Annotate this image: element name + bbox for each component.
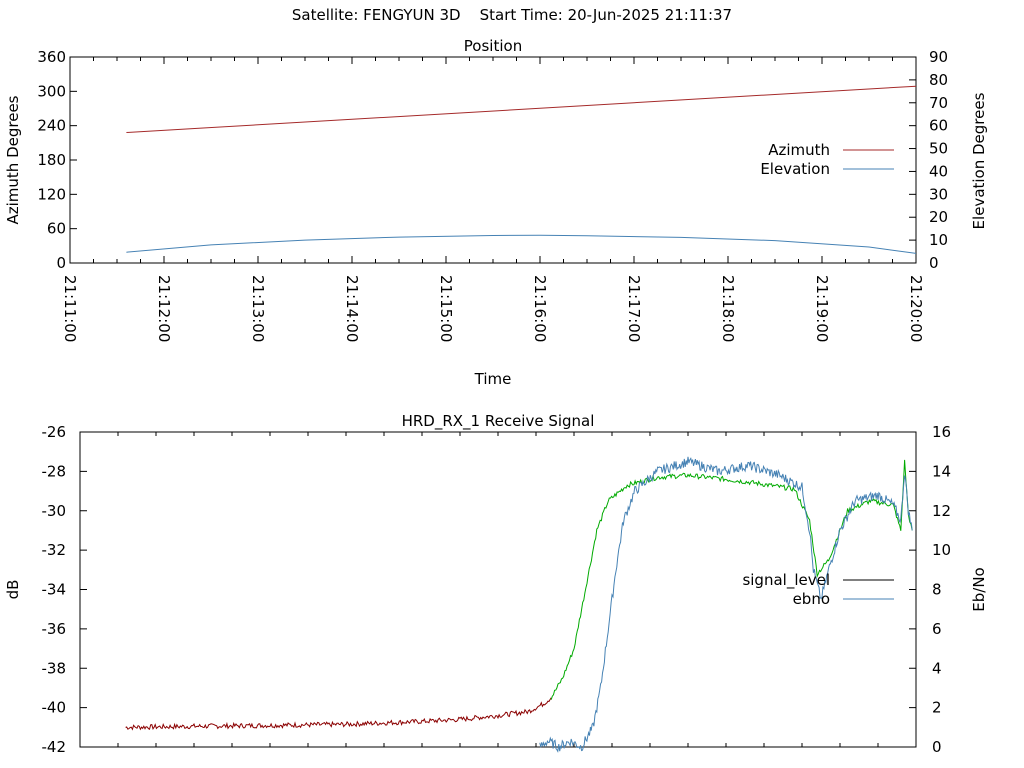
signal-y2-tick-label: 2 <box>932 699 942 717</box>
position-y-tick-label: 360 <box>37 48 66 66</box>
series-azimuth-line <box>126 85 917 133</box>
position-ylabel: Azimuth Degrees <box>4 95 22 224</box>
signal-title: HRD_RX_1 Receive Signal <box>402 412 595 431</box>
signal-y-tick-label: -38 <box>42 659 67 677</box>
signal-y-tick-label: -32 <box>42 541 67 559</box>
signal-y2-tick-label: 16 <box>932 423 951 441</box>
position-y2-tick-label: 40 <box>929 162 948 180</box>
position-x-tick-label: 21:12:00 <box>155 275 173 342</box>
legend-signal_level-label: signal_level <box>742 571 830 590</box>
signal-y-tick-label: -36 <box>42 620 67 638</box>
position-y-tick-label: 240 <box>37 117 66 135</box>
position-y2-tick-label: 60 <box>929 117 948 135</box>
position-title: Position <box>464 37 522 55</box>
position-x-tick-label: 21:17:00 <box>625 275 643 342</box>
signal-y-tick-label: -28 <box>42 462 67 480</box>
position-x-tick-label: 21:13:00 <box>249 275 267 342</box>
position-y-tick-label: 120 <box>37 185 66 203</box>
signal-y2-tick-label: 0 <box>932 738 942 756</box>
series-ebno-line <box>539 456 913 753</box>
position-y2-tick-label: 20 <box>929 208 948 226</box>
position-x-tick-label: 21:16:00 <box>531 275 549 342</box>
position-y2-tick-label: 10 <box>929 231 948 249</box>
signal-y2-tick-label: 6 <box>932 620 942 638</box>
start-time-label: Start Time: 20-Jun-2025 21:11:37 <box>479 6 733 24</box>
position-x-tick-label: 21:20:00 <box>907 275 925 342</box>
signal-y2-tick-label: 12 <box>932 502 951 520</box>
position-x-tick-label: 21:14:00 <box>343 275 361 342</box>
signal-y-tick-label: -34 <box>42 581 67 599</box>
legend-azimuth-label: Azimuth <box>768 141 830 159</box>
position-y2-tick-label: 70 <box>929 94 948 112</box>
position-y-tick-label: 60 <box>47 220 66 238</box>
legend-elevation-label: Elevation <box>760 160 830 178</box>
position-x-tick-label: 21:18:00 <box>719 275 737 342</box>
signal-y2label: Eb/No <box>970 567 988 611</box>
signal-y2-tick-label: 8 <box>932 581 942 599</box>
position-x-tick-label: 21:19:00 <box>813 275 831 342</box>
position-y2-tick-label: 50 <box>929 140 948 158</box>
chart-header: Satellite: FENGYUN 3D Start Time: 20-Jun… <box>0 6 1024 24</box>
signal-y-tick-label: -30 <box>42 502 67 520</box>
legend-ebno-label: ebno <box>793 590 830 608</box>
series-signal_level-segment-0 <box>125 697 552 731</box>
position-y2-tick-label: 0 <box>929 254 939 272</box>
position-y2-tick-label: 90 <box>929 48 948 66</box>
signal-y-tick-label: -40 <box>42 699 67 717</box>
signal-y-tick-label: -42 <box>42 738 67 756</box>
signal-y2-tick-label: 14 <box>932 462 951 480</box>
position-y-tick-label: 180 <box>37 151 66 169</box>
signal-y2-tick-label: 10 <box>932 541 951 559</box>
position-x-tick-label: 21:11:00 <box>61 275 79 342</box>
position-y-tick-label: 300 <box>37 82 66 100</box>
position-x-tick-label: 21:15:00 <box>437 275 455 342</box>
position-y2label: Elevation Degrees <box>970 92 988 229</box>
signal-y-tick-label: -26 <box>42 423 67 441</box>
signal-ylabel: dB <box>4 580 22 600</box>
position-y-tick-label: 0 <box>56 254 66 272</box>
signal-y2-tick-label: 4 <box>932 659 942 677</box>
position-y2-tick-label: 30 <box>929 185 948 203</box>
satellite-label: Satellite: FENGYUN 3D <box>291 6 461 24</box>
position-y2-tick-label: 80 <box>929 71 948 89</box>
series-elevation-line <box>126 234 917 254</box>
position-xlabel: Time <box>474 370 512 388</box>
